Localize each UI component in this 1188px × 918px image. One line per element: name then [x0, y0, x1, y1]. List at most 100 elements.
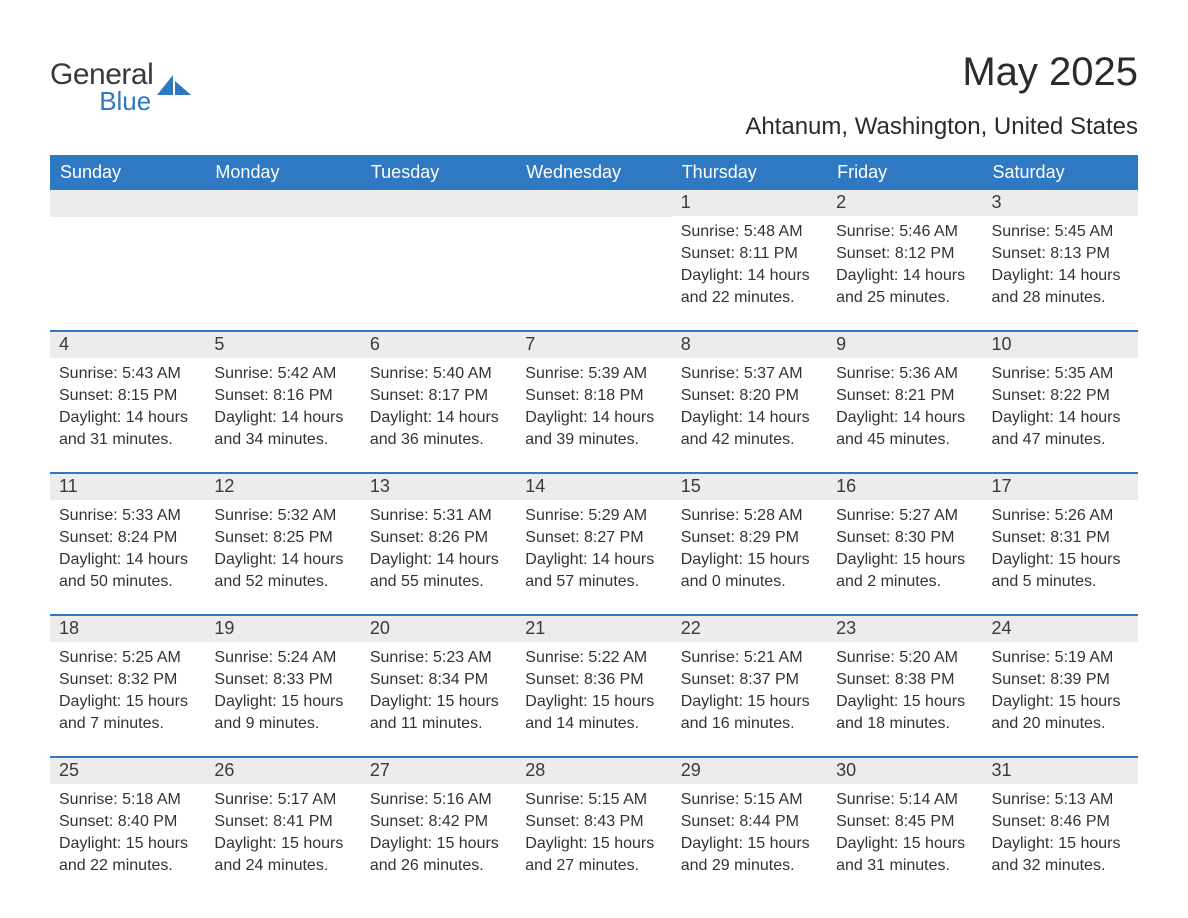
day-details: Sunrise: 5:28 AMSunset: 8:29 PMDaylight:… — [672, 500, 827, 599]
sunrise-line: Sunrise: 5:45 AM — [992, 221, 1129, 243]
sunset-line: Sunset: 8:26 PM — [370, 527, 507, 549]
day-details: Sunrise: 5:21 AMSunset: 8:37 PMDaylight:… — [672, 642, 827, 741]
day-number: 19 — [205, 616, 360, 642]
day-number: 1 — [672, 190, 827, 216]
sunrise-line: Sunrise: 5:15 AM — [525, 789, 662, 811]
day-details: Sunrise: 5:32 AMSunset: 8:25 PMDaylight:… — [205, 500, 360, 599]
sunrise-line: Sunrise: 5:31 AM — [370, 505, 507, 527]
day-number: 26 — [205, 758, 360, 784]
sunrise-line: Sunrise: 5:27 AM — [836, 505, 973, 527]
day-cell: 11Sunrise: 5:33 AMSunset: 8:24 PMDayligh… — [50, 474, 205, 614]
daylight-line: Daylight: 15 hours and 27 minutes. — [525, 833, 662, 877]
sunset-line: Sunset: 8:40 PM — [59, 811, 196, 833]
daylight-line: Daylight: 14 hours and 55 minutes. — [370, 549, 507, 593]
day-details: Sunrise: 5:39 AMSunset: 8:18 PMDaylight:… — [516, 358, 671, 457]
day-number: 11 — [50, 474, 205, 500]
sunrise-line: Sunrise: 5:26 AM — [992, 505, 1129, 527]
brand-logo: General Blue — [50, 50, 191, 114]
sunrise-line: Sunrise: 5:22 AM — [525, 647, 662, 669]
day-number: 12 — [205, 474, 360, 500]
sunrise-line: Sunrise: 5:36 AM — [836, 363, 973, 385]
sunset-line: Sunset: 8:33 PM — [214, 669, 351, 691]
sunrise-line: Sunrise: 5:28 AM — [681, 505, 818, 527]
sunset-line: Sunset: 8:13 PM — [992, 243, 1129, 265]
sunset-line: Sunset: 8:18 PM — [525, 385, 662, 407]
day-number: 15 — [672, 474, 827, 500]
day-number: 13 — [361, 474, 516, 500]
day-cell: 17Sunrise: 5:26 AMSunset: 8:31 PMDayligh… — [983, 474, 1138, 614]
sunrise-line: Sunrise: 5:37 AM — [681, 363, 818, 385]
day-details: Sunrise: 5:15 AMSunset: 8:43 PMDaylight:… — [516, 784, 671, 883]
daylight-line: Daylight: 14 hours and 47 minutes. — [992, 407, 1129, 451]
sunrise-line: Sunrise: 5:43 AM — [59, 363, 196, 385]
day-details: Sunrise: 5:15 AMSunset: 8:44 PMDaylight:… — [672, 784, 827, 883]
location-subtitle: Ahtanum, Washington, United States — [745, 113, 1138, 141]
weekday-header: Sunday — [50, 155, 205, 190]
empty-day-header — [205, 190, 360, 217]
day-number: 24 — [983, 616, 1138, 642]
week-row: 4Sunrise: 5:43 AMSunset: 8:15 PMDaylight… — [50, 330, 1138, 472]
day-number: 6 — [361, 332, 516, 358]
sunrise-line: Sunrise: 5:25 AM — [59, 647, 196, 669]
day-cell: 22Sunrise: 5:21 AMSunset: 8:37 PMDayligh… — [672, 616, 827, 756]
day-number: 29 — [672, 758, 827, 784]
day-cell: 24Sunrise: 5:19 AMSunset: 8:39 PMDayligh… — [983, 616, 1138, 756]
daylight-line: Daylight: 15 hours and 29 minutes. — [681, 833, 818, 877]
sunrise-line: Sunrise: 5:18 AM — [59, 789, 196, 811]
sunset-line: Sunset: 8:37 PM — [681, 669, 818, 691]
daylight-line: Daylight: 15 hours and 18 minutes. — [836, 691, 973, 735]
day-details: Sunrise: 5:24 AMSunset: 8:33 PMDaylight:… — [205, 642, 360, 741]
empty-day-header — [361, 190, 516, 217]
day-cell: 10Sunrise: 5:35 AMSunset: 8:22 PMDayligh… — [983, 332, 1138, 472]
sunset-line: Sunset: 8:21 PM — [836, 385, 973, 407]
sunset-line: Sunset: 8:39 PM — [992, 669, 1129, 691]
brand-word-2: Blue — [50, 88, 153, 114]
day-details: Sunrise: 5:13 AMSunset: 8:46 PMDaylight:… — [983, 784, 1138, 883]
sunrise-line: Sunrise: 5:48 AM — [681, 221, 818, 243]
header: General Blue May 2025 Ahtanum, Washingto… — [50, 50, 1138, 141]
day-cell: 4Sunrise: 5:43 AMSunset: 8:15 PMDaylight… — [50, 332, 205, 472]
day-number: 27 — [361, 758, 516, 784]
week-row: 18Sunrise: 5:25 AMSunset: 8:32 PMDayligh… — [50, 614, 1138, 756]
day-cell — [516, 190, 671, 330]
weekday-header: Friday — [827, 155, 982, 190]
day-number: 2 — [827, 190, 982, 216]
sunset-line: Sunset: 8:43 PM — [525, 811, 662, 833]
day-details: Sunrise: 5:35 AMSunset: 8:22 PMDaylight:… — [983, 358, 1138, 457]
daylight-line: Daylight: 14 hours and 31 minutes. — [59, 407, 196, 451]
day-cell: 6Sunrise: 5:40 AMSunset: 8:17 PMDaylight… — [361, 332, 516, 472]
daylight-line: Daylight: 15 hours and 31 minutes. — [836, 833, 973, 877]
empty-day-header — [516, 190, 671, 217]
day-details: Sunrise: 5:26 AMSunset: 8:31 PMDaylight:… — [983, 500, 1138, 599]
day-cell: 7Sunrise: 5:39 AMSunset: 8:18 PMDaylight… — [516, 332, 671, 472]
sunset-line: Sunset: 8:17 PM — [370, 385, 507, 407]
weekday-header: Wednesday — [516, 155, 671, 190]
day-cell: 23Sunrise: 5:20 AMSunset: 8:38 PMDayligh… — [827, 616, 982, 756]
day-cell: 29Sunrise: 5:15 AMSunset: 8:44 PMDayligh… — [672, 758, 827, 898]
day-cell: 27Sunrise: 5:16 AMSunset: 8:42 PMDayligh… — [361, 758, 516, 898]
daylight-line: Daylight: 15 hours and 7 minutes. — [59, 691, 196, 735]
day-number: 28 — [516, 758, 671, 784]
sunrise-line: Sunrise: 5:33 AM — [59, 505, 196, 527]
sunset-line: Sunset: 8:41 PM — [214, 811, 351, 833]
day-details: Sunrise: 5:40 AMSunset: 8:17 PMDaylight:… — [361, 358, 516, 457]
day-details: Sunrise: 5:19 AMSunset: 8:39 PMDaylight:… — [983, 642, 1138, 741]
daylight-line: Daylight: 15 hours and 0 minutes. — [681, 549, 818, 593]
day-cell: 28Sunrise: 5:15 AMSunset: 8:43 PMDayligh… — [516, 758, 671, 898]
sunset-line: Sunset: 8:29 PM — [681, 527, 818, 549]
sunset-line: Sunset: 8:44 PM — [681, 811, 818, 833]
sunrise-line: Sunrise: 5:13 AM — [992, 789, 1129, 811]
day-details: Sunrise: 5:20 AMSunset: 8:38 PMDaylight:… — [827, 642, 982, 741]
daylight-line: Daylight: 14 hours and 57 minutes. — [525, 549, 662, 593]
sunrise-line: Sunrise: 5:16 AM — [370, 789, 507, 811]
sunrise-line: Sunrise: 5:14 AM — [836, 789, 973, 811]
sunset-line: Sunset: 8:22 PM — [992, 385, 1129, 407]
sunset-line: Sunset: 8:38 PM — [836, 669, 973, 691]
day-number: 21 — [516, 616, 671, 642]
day-number: 7 — [516, 332, 671, 358]
daylight-line: Daylight: 15 hours and 16 minutes. — [681, 691, 818, 735]
daylight-line: Daylight: 15 hours and 32 minutes. — [992, 833, 1129, 877]
day-details: Sunrise: 5:14 AMSunset: 8:45 PMDaylight:… — [827, 784, 982, 883]
day-number: 20 — [361, 616, 516, 642]
day-cell: 20Sunrise: 5:23 AMSunset: 8:34 PMDayligh… — [361, 616, 516, 756]
